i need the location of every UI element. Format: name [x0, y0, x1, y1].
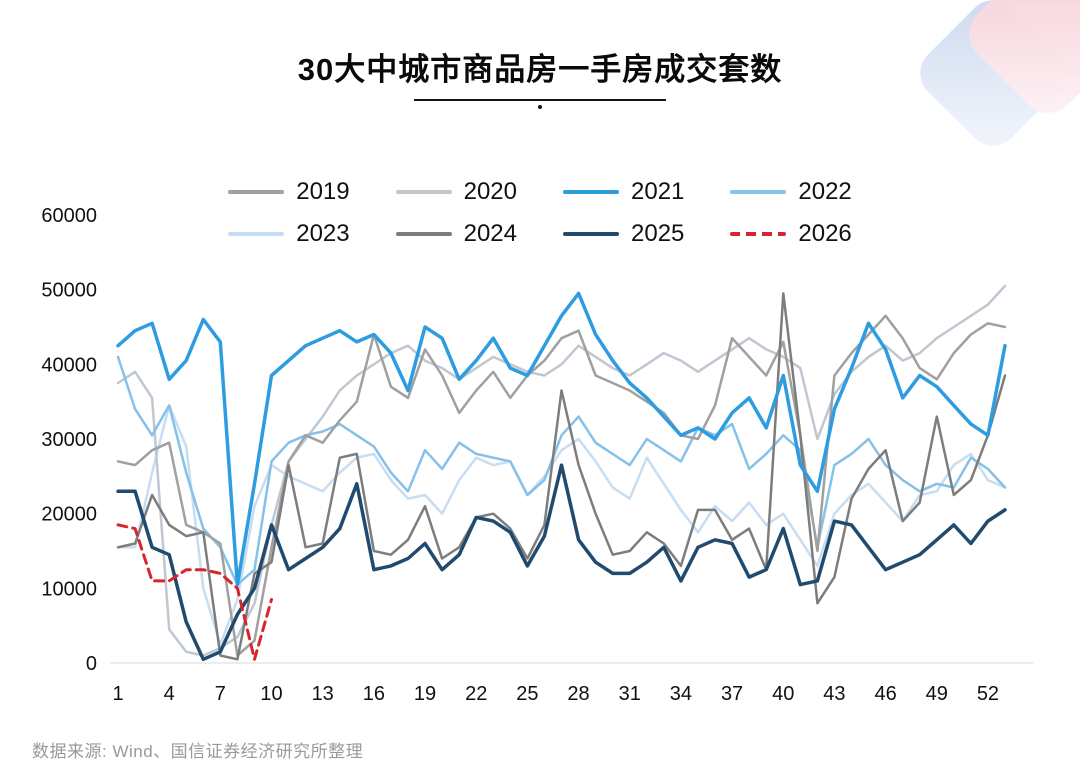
- series-line-2025: [116, 463, 1007, 662]
- x-axis-tick-label: 22: [465, 683, 487, 705]
- legend-label-2022: 2022: [798, 178, 852, 205]
- legend-label-2020: 2020: [463, 178, 517, 205]
- x-axis-tick-label: 31: [619, 683, 641, 705]
- legend-swatch-2019: [228, 190, 285, 194]
- x-axis-tick-label: 28: [567, 683, 589, 705]
- legend-row-1: 2019 2020 2021 2022: [228, 178, 852, 206]
- x-axis-tick-label: 49: [926, 683, 948, 705]
- chart-legend: 2019 2020 2021 2022 2023 2024 2025 2026: [0, 178, 1080, 248]
- x-axis-tick-label: 10: [260, 683, 282, 705]
- legend-swatch-2024: [395, 232, 452, 236]
- title-dot: [538, 105, 542, 109]
- x-axis-tick-label: 52: [977, 683, 999, 705]
- x-axis-tick-label: 25: [516, 683, 538, 705]
- legend-label-2023: 2023: [296, 220, 350, 247]
- series-line-2024: [116, 292, 1007, 661]
- chart-title: 30大中城市商品房一手房成交套数: [297, 52, 783, 87]
- y-axis-tick-label: 40000: [41, 354, 97, 376]
- legend-swatch-2022: [730, 190, 787, 194]
- x-axis-tick-label: 4: [164, 683, 175, 705]
- legend-item-2022: 2022: [730, 178, 852, 206]
- y-axis-tick-label: 30000: [41, 429, 97, 451]
- legend-label-2025: 2025: [631, 220, 685, 247]
- x-axis-tick-label: 7: [215, 683, 226, 705]
- legend-item-2020: 2020: [395, 178, 517, 206]
- series-line-2026: [116, 523, 273, 661]
- legend-label-2019: 2019: [296, 178, 350, 205]
- legend-label-2026: 2026: [798, 220, 852, 247]
- legend-swatch-2023: [228, 232, 285, 236]
- legend-swatch-2025: [563, 232, 619, 236]
- x-axis-tick-label: 40: [772, 683, 794, 705]
- legend-swatch-2020: [395, 190, 452, 194]
- x-axis-tick-label: 37: [721, 683, 743, 705]
- legend-item-2026: 2026: [730, 220, 852, 248]
- legend-swatch-2021: [563, 190, 619, 194]
- x-axis-tick-label: 46: [874, 683, 896, 705]
- series-line-2021: [116, 291, 1007, 587]
- legend-item-2024: 2024: [395, 220, 517, 248]
- legend-label-2021: 2021: [631, 178, 685, 205]
- x-axis-tick-label: 19: [414, 683, 436, 705]
- series-line-2022: [116, 355, 1007, 586]
- legend-swatch-2026: [730, 232, 787, 236]
- legend-item-2023: 2023: [228, 220, 350, 248]
- y-axis-tick-label: 60000: [41, 205, 97, 227]
- y-axis-tick-label: 0: [86, 653, 97, 675]
- x-axis-tick-label: 43: [823, 683, 845, 705]
- y-axis-tick-label: 20000: [41, 504, 97, 526]
- series-line-2019: [116, 314, 1007, 657]
- x-axis-tick-label: 1: [112, 683, 123, 705]
- x-axis-tick-label: 34: [670, 683, 692, 705]
- legend-row-2: 2023 2024 2025 2026: [228, 220, 852, 248]
- title-underline: [414, 99, 666, 101]
- legend-label-2024: 2024: [463, 220, 517, 247]
- y-axis-tick-label: 10000: [41, 578, 97, 600]
- y-axis-tick-label: 50000: [41, 280, 97, 302]
- x-axis-tick-label: 13: [312, 683, 334, 705]
- legend-item-2021: 2021: [563, 178, 684, 206]
- legend-item-2025: 2025: [563, 220, 684, 248]
- legend-item-2019: 2019: [228, 178, 350, 206]
- data-source-note: 数据来源: Wind、国信证券经济研究所整理: [32, 742, 364, 761]
- x-axis-tick-label: 16: [363, 683, 385, 705]
